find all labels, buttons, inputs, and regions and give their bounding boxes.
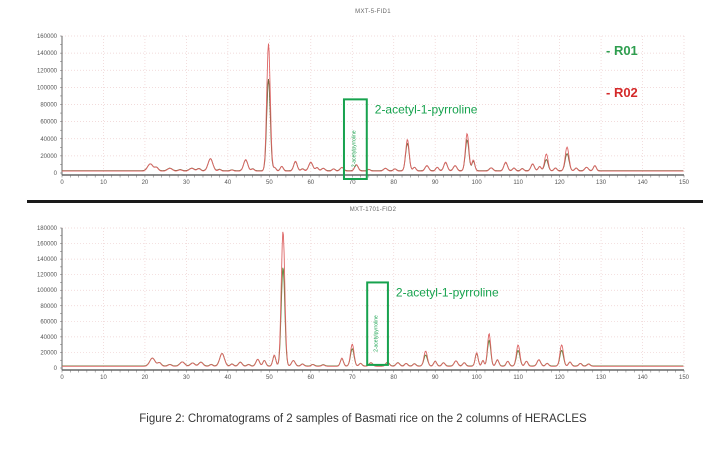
svg-text:0: 0 (54, 366, 58, 372)
legend-item-r02: - R02 (606, 85, 638, 100)
annotation-box (342, 98, 368, 180)
svg-text:90: 90 (432, 180, 439, 186)
svg-text:40000: 40000 (40, 335, 57, 341)
svg-text:30: 30 (183, 375, 190, 381)
figure-caption: Figure 2: Chromatograms of 2 samples of … (139, 413, 587, 425)
tick-labels: 0 20000 40000 60000 80000 100000 120000 140000 1… (37, 34, 690, 186)
svg-text:120: 120 (555, 180, 566, 186)
svg-text:60000: 60000 (40, 120, 57, 126)
svg-text:140: 140 (638, 180, 649, 186)
svg-text:10: 10 (100, 180, 107, 186)
axes (60, 227, 685, 373)
annotation-label: 2-acetyl-1-pyrroline (396, 285, 499, 299)
svg-text:20000: 20000 (40, 154, 57, 160)
svg-text:140000: 140000 (37, 51, 58, 57)
svg-text:150: 150 (679, 375, 690, 381)
svg-text:100: 100 (472, 180, 483, 186)
legend-item-r01: - R01 (606, 43, 638, 58)
svg-text:20: 20 (142, 375, 149, 381)
svg-text:120000: 120000 (37, 68, 58, 74)
annotation-label: 2-acetyl-1-pyrroline (375, 102, 478, 116)
svg-text:60: 60 (307, 180, 314, 186)
svg-text:100000: 100000 (37, 288, 58, 294)
svg-text:40000: 40000 (40, 137, 57, 143)
svg-text:10: 10 (100, 375, 107, 381)
trace-r01 (62, 79, 684, 172)
svg-text:70: 70 (349, 180, 356, 186)
svg-text:80000: 80000 (40, 304, 57, 310)
svg-text:50: 50 (266, 180, 273, 186)
annotation-vertical-text: 2-acetylpyrroline (351, 130, 357, 167)
svg-text:80: 80 (390, 180, 397, 186)
svg-text:150: 150 (679, 180, 690, 186)
chromatogram-plot-top: 0 20000 40000 60000 80000 100000 120000 140000 1… (37, 34, 690, 186)
svg-text:130: 130 (596, 180, 607, 186)
svg-text:110: 110 (513, 375, 523, 381)
svg-text:120: 120 (555, 375, 566, 381)
svg-text:40: 40 (225, 375, 232, 381)
svg-text:180000: 180000 (37, 226, 58, 232)
annotation-box (366, 281, 389, 366)
svg-text:80: 80 (390, 375, 397, 381)
annotation-vertical-text: 2-acetylpyrroline (374, 315, 380, 352)
legend: - R01 - R02 (606, 44, 638, 128)
bottom-chart-title: MXT-1701-FID2 (349, 207, 397, 213)
svg-text:120000: 120000 (37, 273, 58, 279)
svg-text:110: 110 (513, 180, 523, 186)
svg-text:100: 100 (472, 375, 483, 381)
svg-text:0: 0 (60, 375, 64, 381)
svg-text:90: 90 (432, 375, 439, 381)
section-divider (27, 200, 703, 203)
svg-text:30: 30 (183, 180, 190, 186)
svg-text:0: 0 (54, 171, 58, 177)
svg-text:40: 40 (225, 180, 232, 186)
svg-text:20000: 20000 (40, 350, 57, 356)
svg-text:0: 0 (60, 180, 64, 186)
svg-text:160000: 160000 (37, 242, 58, 248)
svg-text:60000: 60000 (40, 319, 57, 325)
grid (62, 35, 685, 173)
grid (62, 227, 685, 368)
tick-labels: 0 20000 40000 60000 80000 100000 120000 140000 1… (37, 226, 690, 381)
svg-text:20: 20 (142, 180, 149, 186)
chromatogram-plot-bottom: 0 20000 40000 60000 80000 100000 120000 140000 1… (37, 226, 690, 381)
svg-text:80000: 80000 (40, 103, 57, 109)
svg-text:70: 70 (349, 375, 356, 381)
axes (60, 35, 685, 178)
svg-text:50: 50 (266, 375, 273, 381)
svg-text:130: 130 (596, 375, 607, 381)
svg-text:160000: 160000 (37, 34, 58, 40)
trace-r02 (62, 43, 684, 172)
svg-text:140: 140 (638, 375, 649, 381)
svg-text:100000: 100000 (37, 85, 58, 91)
top-chart-title: MXT-5-FID1 (355, 9, 391, 15)
svg-text:60: 60 (307, 375, 314, 381)
svg-text:140000: 140000 (37, 257, 58, 263)
